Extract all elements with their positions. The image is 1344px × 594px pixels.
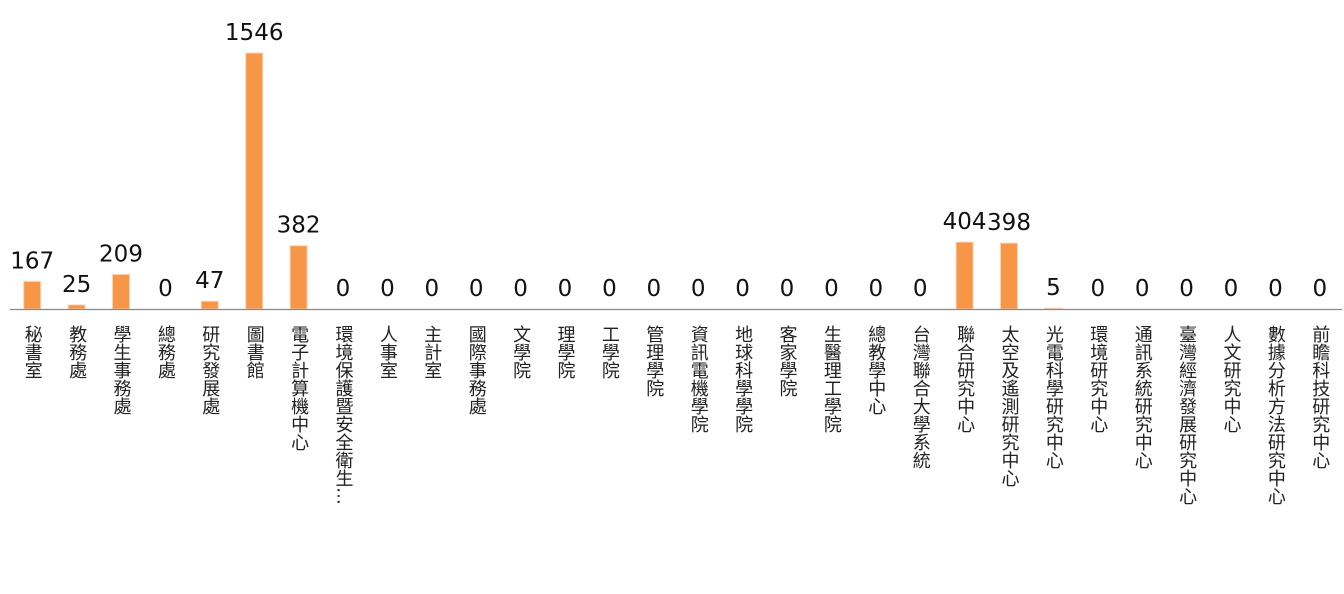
value-label-21: 404 (943, 209, 987, 235)
value-label-18: 0 (824, 276, 839, 302)
value-labels-group: 167 25 209 0 47 1546 382 0 0 0 0 0 0 0 0 0 0 0 0 0 0 404 398 5 0… (10, 20, 1327, 302)
bar-6 (289, 245, 308, 310)
category-label-27: 人文研究中心 (1221, 325, 1242, 433)
value-label-27: 0 (1224, 276, 1239, 302)
category-label-4: 研究發展處 (199, 325, 220, 415)
category-label-29: 前瞻科技研究中心 (1309, 325, 1330, 469)
bar-2 (112, 273, 130, 310)
value-label-14: 0 (646, 276, 661, 302)
bars-group (23, 52, 1063, 310)
category-label-1: 教務處 (66, 325, 87, 379)
category-label-0: 秘書室 (22, 325, 43, 379)
category-label-5: 圖書館 (244, 325, 265, 379)
category-label-17: 客家學院 (777, 325, 798, 397)
value-label-9: 0 (424, 276, 439, 302)
value-label-2: 209 (99, 241, 143, 267)
category-label-18: 生醫理工學院 (821, 325, 842, 433)
category-label-2: 學生事務處 (111, 325, 132, 415)
category-label-14: 管理學院 (643, 325, 664, 397)
value-label-13: 0 (602, 276, 617, 302)
category-label-22: 太空及遙測研究中心 (999, 325, 1020, 487)
category-label-9: 主計室 (421, 325, 442, 379)
value-label-15: 0 (691, 276, 706, 302)
value-label-26: 0 (1179, 276, 1194, 302)
value-label-24: 0 (1090, 276, 1105, 302)
value-label-5: 1546 (225, 20, 284, 46)
category-labels-group: 秘書室 教務處 學生事務處 總務處 研究發展處 圖書館 電子計算機中心 環境保護暨安全衛生… 人… (22, 325, 1331, 505)
bar-4 (200, 300, 219, 310)
value-label-25: 0 (1135, 276, 1150, 302)
value-label-20: 0 (913, 276, 928, 302)
bar-23 (1044, 307, 1063, 310)
category-label-13: 工學院 (599, 325, 620, 379)
value-label-17: 0 (780, 276, 795, 302)
category-label-20: 台灣聯合大學系統 (910, 325, 931, 469)
value-label-6: 382 (277, 213, 321, 239)
category-label-23: 光電科學研究中心 (1043, 325, 1064, 469)
category-label-11: 文學院 (510, 325, 531, 379)
value-label-10: 0 (469, 276, 484, 302)
category-label-21: 聯合研究中心 (954, 325, 975, 433)
category-label-7: 環境保護暨安全衛生… (333, 325, 354, 505)
value-label-22: 398 (987, 210, 1031, 236)
category-label-19: 總教學中心 (865, 325, 886, 415)
category-label-16: 地球科學學院 (732, 325, 753, 433)
value-label-1: 25 (62, 272, 91, 298)
category-label-8: 人事室 (377, 325, 398, 379)
category-label-28: 數據分析方法研究中心 (1265, 325, 1286, 505)
value-label-16: 0 (735, 276, 750, 302)
value-label-12: 0 (558, 276, 573, 302)
bar-0 (23, 280, 42, 310)
category-label-26: 臺灣經濟發展研究中心 (1176, 325, 1197, 505)
value-label-3: 0 (158, 276, 173, 302)
category-label-12: 理學院 (555, 325, 576, 379)
value-label-7: 0 (336, 276, 351, 302)
bar-5 (245, 52, 264, 310)
bar-22 (1000, 242, 1018, 310)
value-label-23: 5 (1046, 275, 1061, 301)
value-label-11: 0 (513, 276, 528, 302)
value-label-19: 0 (868, 276, 883, 302)
value-label-8: 0 (380, 276, 395, 302)
value-label-28: 0 (1268, 276, 1283, 302)
category-label-3: 總務處 (155, 325, 176, 379)
value-label-29: 0 (1312, 276, 1327, 302)
category-label-15: 資訊電機學院 (688, 325, 709, 433)
value-label-4: 47 (195, 268, 224, 294)
category-label-10: 國際事務處 (466, 325, 487, 415)
category-label-25: 通訊系統研究中心 (1132, 325, 1153, 469)
category-label-6: 電子計算機中心 (288, 325, 309, 451)
bar-1 (67, 304, 86, 310)
category-label-24: 環境研究中心 (1087, 325, 1108, 433)
value-label-0: 167 (10, 248, 54, 274)
bar-21 (955, 241, 974, 310)
